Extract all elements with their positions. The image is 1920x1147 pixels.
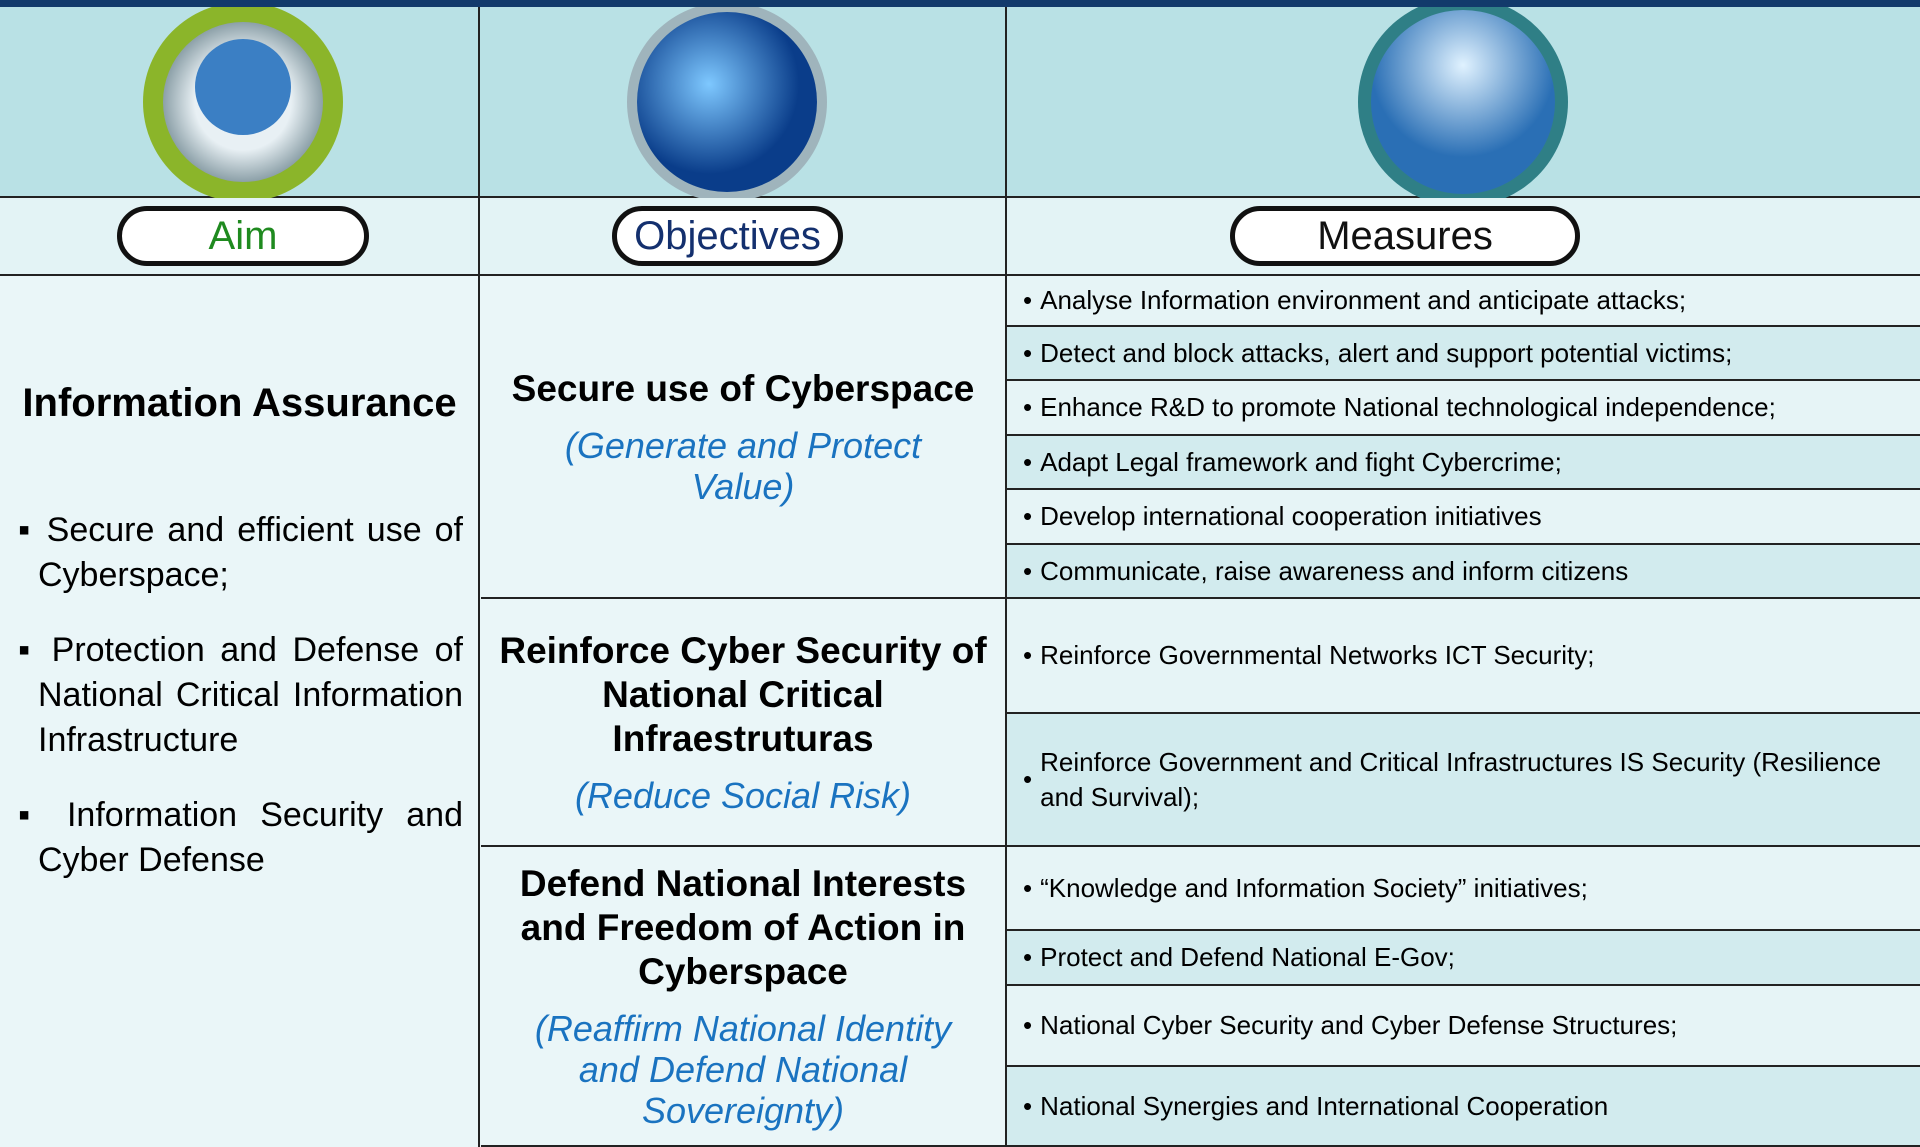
measure: Reinforce Government and Critical Infras…	[1007, 714, 1920, 847]
globe	[195, 39, 291, 135]
obj-icon	[637, 12, 817, 192]
meas-icon	[1371, 10, 1555, 194]
objective-subtitle: (Generate and Protect Value)	[564, 424, 922, 507]
measure: National Synergies and International Coo…	[1007, 1067, 1920, 1147]
measure: “Knowledge and Information Society” init…	[1007, 847, 1920, 931]
divider	[1005, 7, 1007, 1147]
objective-title: Secure use of Cyberspace	[511, 367, 975, 409]
objective-subtitle: (Reaffirm National Identity and Defend N…	[534, 1007, 952, 1131]
objectives-header: Objectives	[612, 206, 843, 266]
measure: Detect and block attacks, alert and supp…	[1007, 327, 1920, 381]
aim-title: Information Assurance	[22, 381, 457, 425]
measure: Analyse Information environment and anti…	[1007, 276, 1920, 327]
measure: Enhance R&D to promote National technolo…	[1007, 381, 1920, 436]
objective-title: Defend National Interests and Freedom of…	[519, 862, 967, 992]
measures-header: Measures	[1230, 206, 1580, 266]
icons	[143, 7, 1568, 198]
aim-item: Information Security and Cyber Defense	[18, 793, 463, 883]
objective-title: Reinforce Cyber Security of National Cri…	[499, 629, 987, 759]
divider	[478, 7, 480, 1147]
aim-list: Secure and efficient use of Cyberspace; P…	[18, 508, 463, 913]
top-bar	[0, 0, 1920, 7]
measure: Adapt Legal framework and fight Cybercri…	[1007, 436, 1920, 490]
measure: Develop international cooperation initia…	[1007, 490, 1920, 545]
objective: Defend National Interests and Freedom of…	[481, 847, 1005, 1147]
aim-header: Aim	[117, 206, 369, 266]
measure: Communicate, raise awareness and inform …	[1007, 545, 1920, 599]
measure: Reinforce Governmental Networks ICT Secu…	[1007, 599, 1920, 714]
measure: Protect and Defend National E-Gov;	[1007, 931, 1920, 986]
measure: National Cyber Security and Cyber Defens…	[1007, 986, 1920, 1067]
aim-item: Secure and efficient use of Cyberspace;	[18, 508, 463, 598]
objective-subtitle: (Reduce Social Risk)	[574, 774, 912, 816]
objective: Secure use of Cyberspace (Generate and Pr…	[481, 276, 1005, 599]
objective: Reinforce Cyber Security of National Cri…	[481, 599, 1005, 847]
aim-item: Protection and Defense of National Criti…	[18, 628, 463, 763]
